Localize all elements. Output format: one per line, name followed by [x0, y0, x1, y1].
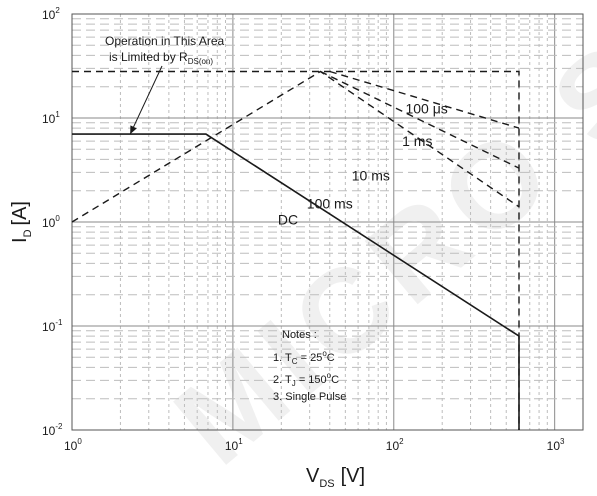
curve-label: 10 ms: [352, 168, 390, 184]
note-2: 2. TJ = 150oC: [273, 371, 339, 388]
annotation-line2: is Limited by RDS(on): [109, 50, 213, 66]
note-3: 3. Single Pulse: [273, 391, 346, 403]
grid: [71, 13, 583, 431]
curve-label: DC: [278, 211, 298, 227]
series-line-10-ms: [320, 70, 520, 169]
axis-ticks: 100 101 102 103 10-2 10-1 100 101 102: [42, 6, 565, 453]
y-tick-label: 102: [42, 6, 60, 22]
note-1: 1. TC = 25oC: [273, 349, 335, 366]
annotation-line1: Operation in This Area: [105, 34, 225, 48]
series-line-1-ms: [329, 70, 520, 129]
x-tick-label: 103: [547, 437, 565, 453]
notes-box: Notes : 1. TC = 25oC 2. TJ = 150oC 3. Si…: [273, 329, 346, 403]
y-tick-label: 101: [42, 110, 60, 126]
rds-annotation: Operation in This Area is Limited by RDS…: [105, 34, 225, 135]
curve-labels: 100 μs 1 ms 10 ms 100 ms DC: [278, 101, 448, 228]
curve-label: 1 ms: [402, 133, 432, 149]
x-tick-label: 102: [386, 437, 404, 453]
curve-label: 100 μs: [405, 101, 447, 117]
x-axis-title: VDS [V]: [306, 465, 365, 490]
notes-title: Notes :: [282, 329, 317, 341]
x-tick-label: 100: [64, 437, 82, 453]
y-axis-title: ID[A]: [9, 201, 34, 243]
series-lines: [71, 70, 520, 430]
x-tick-label: 101: [225, 437, 243, 453]
y-tick-label: 10-2: [42, 422, 63, 438]
annotation-arrow: [129, 65, 163, 135]
annotation-arrowhead: [130, 125, 137, 135]
curve-label: 100 ms: [307, 195, 353, 211]
y-tick-label: 10-1: [42, 318, 63, 334]
y-tick-label: 100: [42, 214, 60, 230]
series-line-100-s: [72, 70, 520, 430]
